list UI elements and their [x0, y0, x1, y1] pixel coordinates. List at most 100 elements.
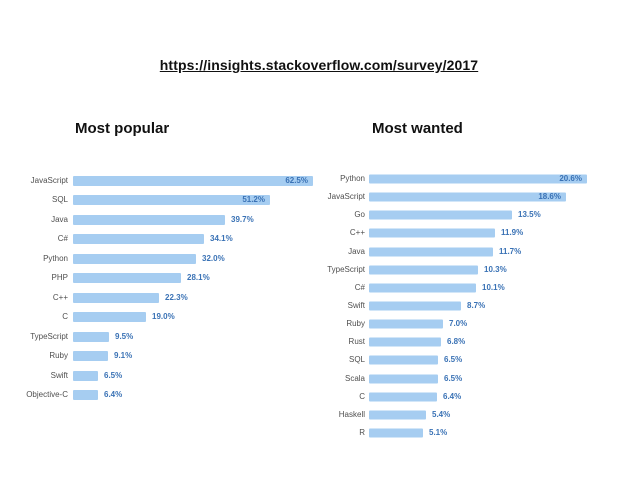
chart-row: TypeScript 10.3%	[300, 261, 638, 279]
bar	[369, 319, 443, 329]
value-label: 18.6%	[538, 192, 561, 202]
value-label: 9.1%	[114, 351, 133, 361]
category-label: SQL	[348, 355, 365, 365]
chart-row: TypeScript 9.5%	[5, 327, 373, 347]
value-label: 19.0%	[152, 312, 175, 322]
bar	[73, 351, 108, 362]
chart-row: JavaScript 18.6%	[300, 188, 638, 206]
survey-url-link[interactable]: https://insights.stackoverflow.com/surve…	[159, 57, 479, 73]
bar	[73, 292, 159, 303]
category-label: Python	[340, 174, 365, 184]
bar	[369, 337, 441, 347]
value-label: 8.7%	[467, 301, 486, 311]
bar-track: 22.3%	[73, 288, 373, 308]
value-label: 7.0%	[449, 319, 468, 329]
bar-track: 9.1%	[73, 347, 373, 367]
value-label: 6.5%	[104, 370, 123, 380]
bar	[73, 312, 146, 323]
value-label: 5.1%	[429, 428, 448, 438]
bar	[369, 374, 438, 384]
bar	[369, 392, 437, 402]
bar	[73, 253, 196, 264]
value-label: 9.5%	[115, 331, 134, 341]
bar	[73, 273, 181, 284]
bar-track: 32.0%	[73, 249, 373, 269]
heading-most-wanted: Most wanted	[372, 120, 463, 137]
bar	[369, 247, 493, 257]
value-label: 11.9%	[501, 228, 524, 238]
bar-track: 6.4%	[73, 386, 373, 406]
bar-track: 6.8%	[369, 333, 638, 351]
chart-row: Rust 6.8%	[300, 333, 638, 351]
bar-track: 7.0%	[369, 315, 638, 333]
chart-row: C# 10.1%	[300, 279, 638, 297]
bar	[73, 214, 225, 225]
category-label: C#	[57, 234, 68, 244]
chart-row: SQL 6.5%	[300, 351, 638, 369]
bar-track: 62.5%	[73, 171, 373, 191]
value-label: 10.3%	[484, 264, 507, 274]
category-label: C	[62, 312, 68, 322]
bar-track: 13.5%	[369, 206, 638, 224]
value-label: 34.1%	[210, 234, 233, 244]
value-label: 6.4%	[104, 390, 123, 400]
chart-row: Python 20.6%	[300, 170, 638, 188]
value-label: 28.1%	[187, 273, 210, 283]
category-label: SQL	[51, 195, 68, 205]
bar	[369, 283, 476, 293]
bar-track: 39.7%	[73, 210, 373, 230]
category-label: PHP	[51, 273, 68, 283]
bar	[369, 301, 461, 311]
bar	[73, 175, 313, 186]
bar-track: 6.5%	[73, 366, 373, 386]
bar-track: 5.4%	[369, 406, 638, 424]
category-label: TypeScript	[327, 264, 365, 274]
value-label: 6.5%	[444, 355, 463, 365]
bar	[73, 331, 109, 342]
chart-row: Ruby 7.0%	[300, 315, 638, 333]
bar-track: 51.2%	[73, 191, 373, 211]
bar	[369, 192, 566, 202]
chart-row: Swift 6.5%	[5, 366, 373, 386]
category-label: Swift	[347, 301, 365, 311]
chart-row: Ruby 9.1%	[5, 347, 373, 367]
value-label: 62.5%	[285, 175, 308, 185]
chart-row: C++ 22.3%	[5, 288, 373, 308]
value-label: 11.7%	[499, 246, 522, 256]
value-label: 51.2%	[242, 195, 265, 205]
bar-track: 6.5%	[369, 351, 638, 369]
category-label: C++	[52, 292, 68, 302]
category-label: Objective-C	[26, 390, 68, 400]
value-label: 6.4%	[443, 391, 462, 401]
chart-row: Python 32.0%	[5, 249, 373, 269]
bar-track: 19.0%	[73, 308, 373, 328]
bar-track: 6.5%	[369, 370, 638, 388]
category-label: TypeScript	[30, 331, 68, 341]
bar	[369, 174, 587, 184]
chart-row: R 5.1%	[300, 424, 638, 442]
chart-row: PHP 28.1%	[5, 269, 373, 289]
bar	[73, 195, 270, 206]
value-label: 13.5%	[518, 210, 541, 220]
bar-track: 5.1%	[369, 424, 638, 442]
chart-row: C# 34.1%	[5, 230, 373, 250]
chart-row: C 6.4%	[300, 388, 638, 406]
category-label: Swift	[50, 370, 68, 380]
bar	[369, 355, 438, 365]
category-label: Ruby	[49, 351, 68, 361]
category-label: Go	[354, 210, 365, 220]
value-label: 6.5%	[444, 373, 463, 383]
category-label: JavaScript	[327, 192, 365, 202]
category-label: R	[359, 428, 365, 438]
bar-track: 28.1%	[73, 269, 373, 289]
bar	[73, 234, 204, 245]
category-label: Java	[348, 246, 365, 256]
value-label: 32.0%	[202, 253, 225, 263]
heading-most-popular: Most popular	[75, 120, 170, 137]
bar-track: 34.1%	[73, 230, 373, 250]
bar	[369, 265, 478, 275]
chart-row: Scala 6.5%	[300, 370, 638, 388]
bar-track: 18.6%	[369, 188, 638, 206]
bar	[369, 228, 495, 238]
